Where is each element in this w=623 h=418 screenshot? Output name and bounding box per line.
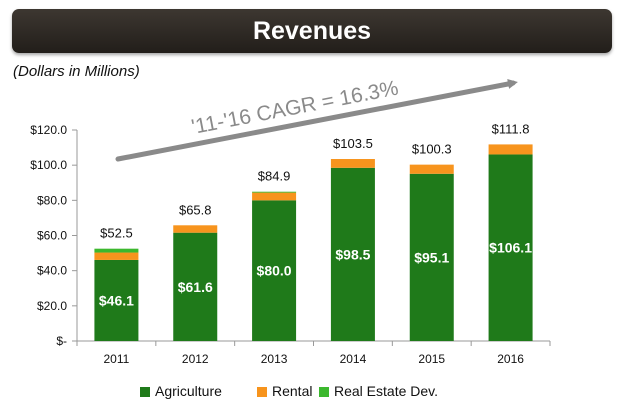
y-tick-label: $100.0 [30,158,67,172]
y-tick-label: $120.0 [30,123,67,137]
segment-label-2012: $61.6 [178,279,213,295]
bar-rental-2013 [252,192,297,201]
x-tick-label-2016: 2016 [497,352,524,366]
bar-agriculture-2013 [252,200,297,341]
bar-rental-2014 [330,159,375,168]
page-title: Revenues [252,16,372,45]
y-tick-label: $80.0 [37,193,67,207]
segment-label-2011: $46.1 [99,292,134,308]
y-tick-label: $- [56,334,67,348]
bar-real-estate-dev-2013 [252,191,297,193]
bar-rental-2011 [94,252,139,260]
bar-real-estate-dev-2011 [94,248,139,253]
y-tick-label: $20.0 [37,299,67,313]
cagr-label: '11-'16 CAGR = 16.3% [190,77,401,139]
bar-rental-2012 [173,225,218,233]
cagr-annotation: '11-'16 CAGR = 16.3% [115,77,518,162]
x-tick-label-2015: 2015 [418,352,445,366]
total-label-2012: $65.8 [179,202,212,217]
bar-agriculture-2016 [488,154,533,341]
legend-swatch-real-estate-dev [319,387,329,397]
total-label-2016: $111.8 [492,121,530,136]
chart-subtitle: (Dollars in Millions) [13,63,140,80]
total-label-2013: $84.9 [258,169,291,184]
total-label-2014: $103.5 [333,136,373,151]
legend-label-real-estate-dev: Real Estate Dev. [334,383,438,399]
legend-swatch-rental [257,387,267,397]
legend: Agriculture Rental Real Estate Dev. [140,383,438,399]
bar-agriculture-2015 [409,173,454,341]
segment-label-2013: $80.0 [257,263,292,279]
x-tick-label-2014: 2014 [340,352,367,366]
legend-swatch-agriculture [140,387,150,397]
y-tick-label: $60.0 [37,229,67,243]
y-tick-label: $40.0 [37,264,67,278]
segment-label-2015: $95.1 [414,249,449,265]
x-tick-label-2011: 2011 [104,352,130,366]
cagr-arrow [115,79,518,162]
x-tick-label-2013: 2013 [261,352,288,366]
bar-rental-2015 [409,164,454,174]
total-label-2015: $100.3 [412,142,452,157]
total-label-2011: $52.5 [100,226,133,241]
title-banner: Revenues [12,9,612,53]
bar-agriculture-2011 [94,259,139,341]
legend-label-rental: Rental [272,383,312,399]
x-tick-label-2012: 2012 [182,352,209,366]
bar-agriculture-2014 [330,167,375,341]
segment-label-2016: $106.1 [489,240,532,256]
bar-agriculture-2012 [173,232,218,341]
segment-label-2014: $98.5 [335,246,370,262]
bar-rental-2016 [488,144,533,155]
legend-label-agriculture: Agriculture [155,383,222,399]
